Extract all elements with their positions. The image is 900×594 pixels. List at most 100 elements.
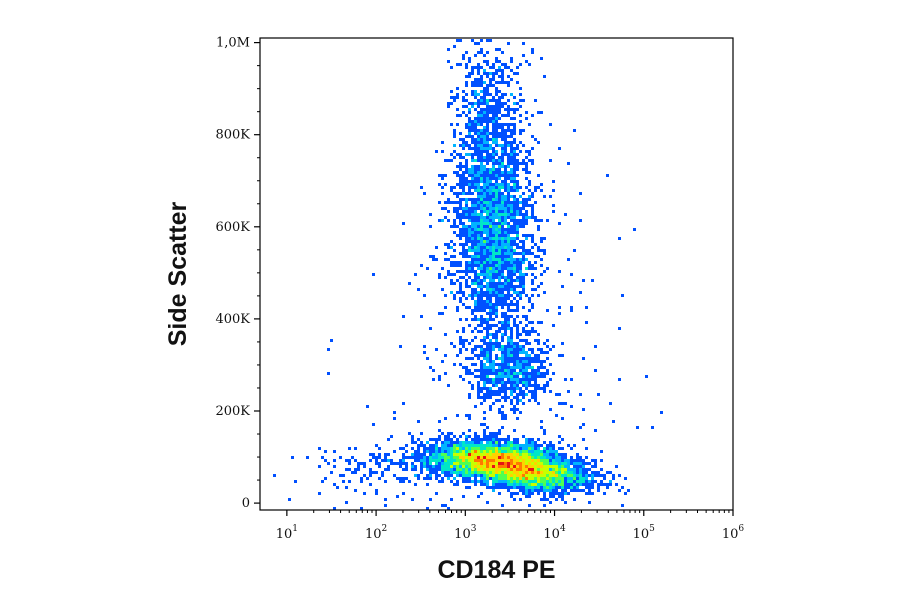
density-cell bbox=[480, 108, 483, 111]
density-cell bbox=[447, 159, 450, 162]
density-cell bbox=[480, 234, 483, 237]
density-cell bbox=[531, 384, 534, 387]
density-cell bbox=[522, 216, 525, 219]
density-cell bbox=[468, 372, 471, 375]
density-cell bbox=[474, 201, 477, 204]
density-cell bbox=[516, 201, 519, 204]
density-cell bbox=[462, 213, 465, 216]
density-cell bbox=[552, 459, 555, 462]
density-cell bbox=[483, 276, 486, 279]
density-cell bbox=[498, 456, 501, 459]
density-cell bbox=[360, 462, 363, 465]
density-cell bbox=[606, 483, 609, 486]
density-cell bbox=[486, 345, 489, 348]
density-cell bbox=[489, 180, 492, 183]
density-cell bbox=[534, 390, 537, 393]
density-cell bbox=[471, 294, 474, 297]
density-cell bbox=[516, 474, 519, 477]
density-cell bbox=[498, 159, 501, 162]
density-cell bbox=[480, 165, 483, 168]
density-cell bbox=[588, 462, 591, 465]
density-cell bbox=[495, 474, 498, 477]
density-cell bbox=[495, 342, 498, 345]
density-cell bbox=[561, 462, 564, 465]
density-cell bbox=[501, 414, 504, 417]
density-cell bbox=[501, 147, 504, 150]
density-cell bbox=[486, 144, 489, 147]
density-cell bbox=[591, 279, 594, 282]
density-cell bbox=[504, 216, 507, 219]
density-cell bbox=[423, 345, 426, 348]
density-cell bbox=[453, 192, 456, 195]
density-cell bbox=[462, 189, 465, 192]
density-cell bbox=[543, 468, 546, 471]
density-cell bbox=[435, 444, 438, 447]
density-cell bbox=[453, 186, 456, 189]
density-cell bbox=[507, 285, 510, 288]
density-cell bbox=[480, 474, 483, 477]
density-cell bbox=[435, 258, 438, 261]
density-cell bbox=[477, 102, 480, 105]
density-cell bbox=[552, 477, 555, 480]
density-cell bbox=[498, 81, 501, 84]
density-cell bbox=[501, 387, 504, 390]
density-cell bbox=[519, 273, 522, 276]
density-cell bbox=[420, 186, 423, 189]
density-cell bbox=[435, 246, 438, 249]
density-cell bbox=[537, 369, 540, 372]
density-cell bbox=[387, 465, 390, 468]
density-cell bbox=[465, 471, 468, 474]
density-cell bbox=[417, 288, 420, 291]
density-cell bbox=[480, 66, 483, 69]
density-cell bbox=[507, 366, 510, 369]
density-cell bbox=[471, 444, 474, 447]
density-cell bbox=[522, 249, 525, 252]
density-cell bbox=[471, 468, 474, 471]
density-cell bbox=[543, 360, 546, 363]
density-cell bbox=[465, 273, 468, 276]
density-cell bbox=[600, 468, 603, 471]
density-cell bbox=[444, 465, 447, 468]
density-cell bbox=[495, 114, 498, 117]
density-cell bbox=[486, 390, 489, 393]
density-cell bbox=[498, 387, 501, 390]
density-cell bbox=[438, 201, 441, 204]
density-cell bbox=[486, 387, 489, 390]
density-cell bbox=[438, 420, 441, 423]
density-cell bbox=[354, 468, 357, 471]
density-cell bbox=[420, 264, 423, 267]
density-cell bbox=[468, 261, 471, 264]
density-cell bbox=[489, 447, 492, 450]
density-cell bbox=[480, 204, 483, 207]
density-cell bbox=[525, 186, 528, 189]
density-cell bbox=[438, 183, 441, 186]
density-cell bbox=[522, 252, 525, 255]
density-cell bbox=[435, 438, 438, 441]
density-cell bbox=[429, 477, 432, 480]
density-cell bbox=[531, 204, 534, 207]
density-cell bbox=[507, 309, 510, 312]
density-cell bbox=[522, 306, 525, 309]
density-cell bbox=[495, 483, 498, 486]
density-cell bbox=[513, 459, 516, 462]
density-cell bbox=[510, 156, 513, 159]
density-cell bbox=[540, 387, 543, 390]
density-cell bbox=[510, 459, 513, 462]
density-cell bbox=[528, 153, 531, 156]
density-cell bbox=[531, 465, 534, 468]
density-cell bbox=[540, 282, 543, 285]
density-cell bbox=[522, 447, 525, 450]
density-cell bbox=[492, 288, 495, 291]
density-cell bbox=[558, 447, 561, 450]
density-cell bbox=[513, 219, 516, 222]
density-cell bbox=[495, 162, 498, 165]
density-cell bbox=[549, 477, 552, 480]
density-cell bbox=[498, 363, 501, 366]
density-cell bbox=[321, 456, 324, 459]
density-cell bbox=[381, 474, 384, 477]
density-cell bbox=[489, 297, 492, 300]
density-cell bbox=[489, 312, 492, 315]
density-cell bbox=[324, 459, 327, 462]
density-cell bbox=[465, 105, 468, 108]
density-cell bbox=[498, 252, 501, 255]
